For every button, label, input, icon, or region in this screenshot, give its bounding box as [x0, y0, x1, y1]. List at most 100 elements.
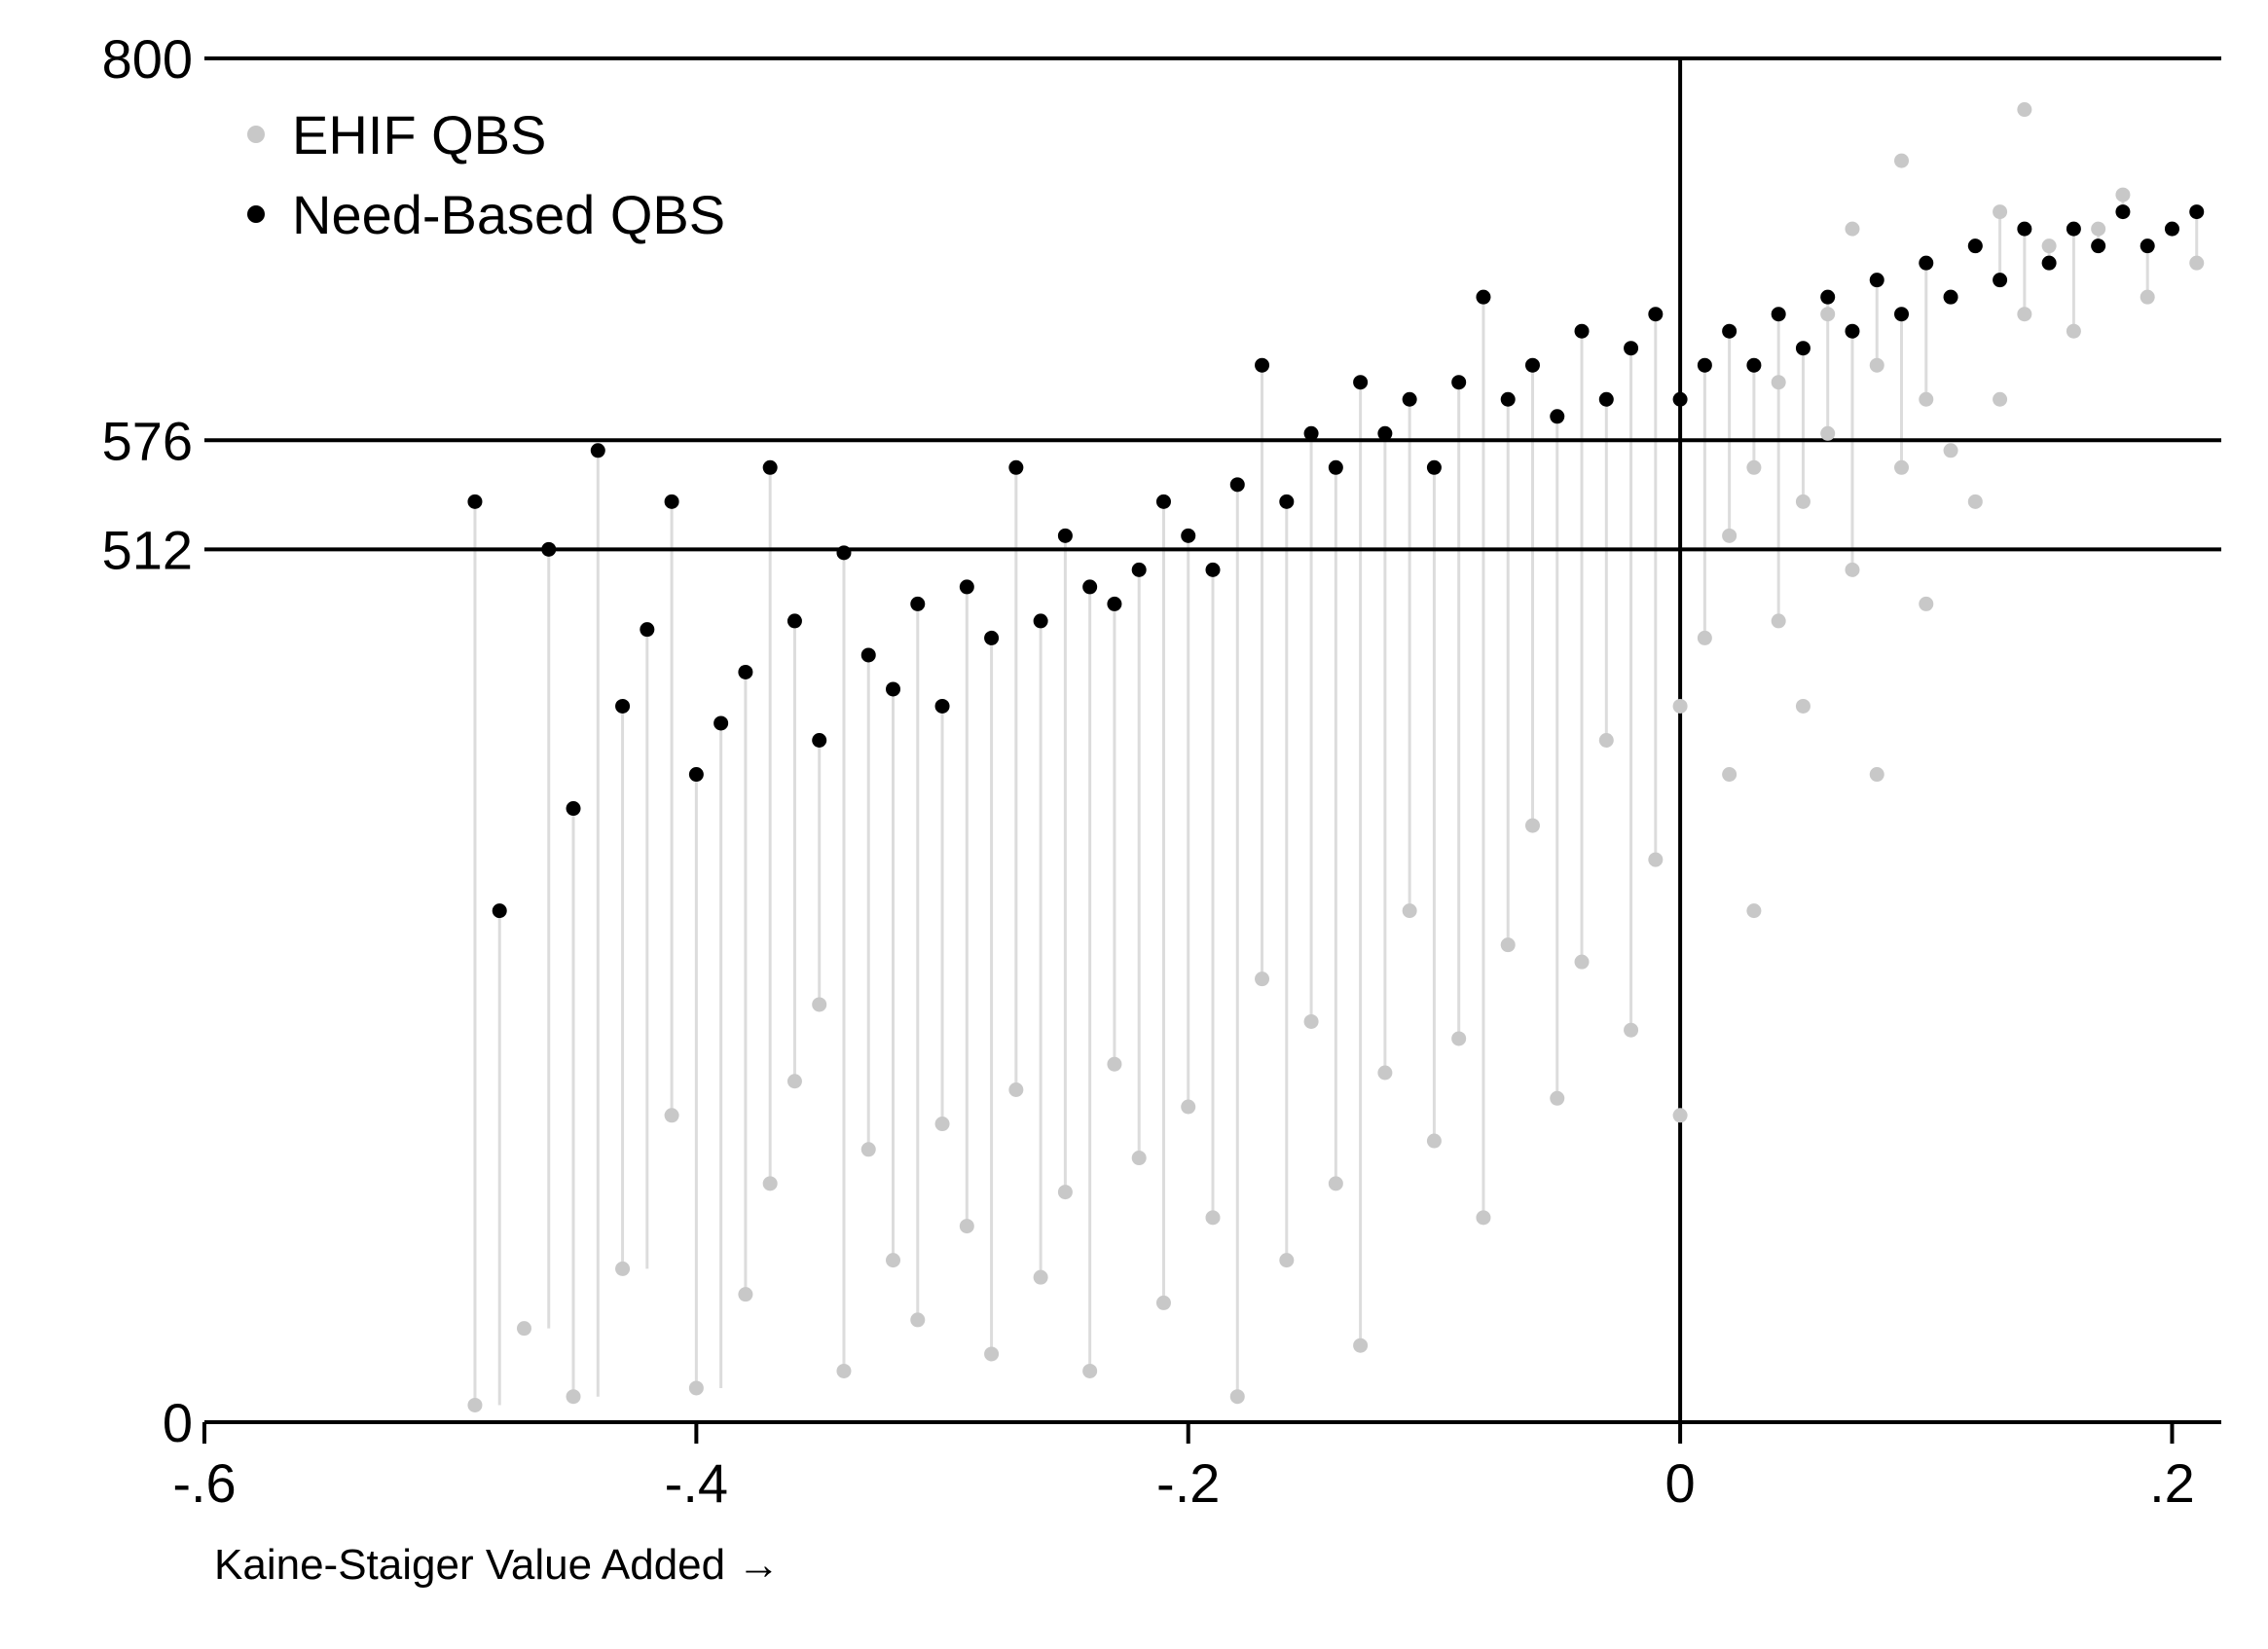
need-based-point — [1107, 596, 1122, 611]
need-based-point — [541, 541, 557, 557]
need-based-point — [959, 579, 974, 595]
need-based-point — [1795, 341, 1811, 356]
ehif-point — [1107, 1056, 1122, 1072]
need-based-point — [1771, 307, 1786, 322]
ehif-point — [2041, 238, 2057, 254]
need-based-point — [1500, 391, 1516, 407]
ehif-point — [2066, 323, 2081, 339]
ehif-point — [1919, 391, 1934, 407]
y-tick-label: 512 — [102, 519, 193, 580]
need-based-point — [688, 767, 704, 783]
ehif-point — [688, 1380, 704, 1396]
need-based-point — [615, 698, 631, 714]
need-based-point — [836, 545, 852, 561]
need-based-point — [1919, 255, 1934, 271]
ehif-point — [2140, 289, 2155, 305]
x-tick-label: -.2 — [1156, 1452, 1220, 1514]
ehif-point — [1820, 425, 1836, 441]
ehif-point — [1574, 954, 1590, 970]
ehif-point — [1328, 1176, 1343, 1191]
x-tick-label: .2 — [2149, 1452, 2195, 1514]
need-based-point — [1451, 375, 1467, 390]
need-based-point — [1303, 425, 1319, 441]
need-based-point — [1967, 238, 1983, 254]
ehif-point — [1131, 1151, 1147, 1166]
need-based-point — [1672, 391, 1688, 407]
ehif-point — [1722, 767, 1738, 783]
ehif-point — [836, 1363, 852, 1378]
ehif-point — [1869, 357, 1884, 373]
x-tick-label: 0 — [1665, 1452, 1696, 1514]
drop-lines — [473, 195, 2199, 1406]
need-based-point — [1722, 323, 1738, 339]
legend-label-ehif: EHIF QBS — [292, 104, 546, 165]
need-based-point — [1624, 341, 1639, 356]
need-based-point — [1205, 562, 1221, 577]
need-based-point — [1845, 323, 1860, 339]
ehif-point — [886, 1253, 901, 1268]
ehif-point — [1993, 204, 2008, 220]
need-based-point — [1943, 289, 1958, 305]
need-based-point — [2041, 255, 2057, 271]
ehif-point — [1057, 1185, 1073, 1200]
need-based-point — [1255, 357, 1270, 373]
legend-label-need-based: Need-Based QBS — [292, 184, 725, 245]
ehif-point — [910, 1312, 926, 1328]
ehif-point — [1993, 391, 2008, 407]
need-based-point — [566, 801, 581, 817]
need-based-point — [1574, 323, 1590, 339]
ehif-point — [1943, 443, 1958, 458]
ehif-point — [2189, 255, 2205, 271]
x-axis-title: Kaine-Staiger Value Added → — [214, 1541, 780, 1589]
need-based-point — [1057, 528, 1073, 543]
need-based-point — [934, 698, 950, 714]
ehif-point — [1229, 1389, 1245, 1405]
need-based-point — [467, 494, 483, 509]
legend-marker-need-based — [247, 205, 265, 223]
need-based-point — [1550, 409, 1565, 424]
need-based-point — [2017, 221, 2032, 237]
legend-marker-ehif — [247, 126, 265, 143]
need-based-point — [1229, 477, 1245, 493]
ehif-point — [1524, 818, 1540, 833]
need-based-point — [1426, 459, 1442, 475]
ehif-point — [1697, 630, 1712, 645]
need-based-point — [1476, 289, 1491, 305]
ehif-point — [1771, 375, 1786, 390]
ehif-point — [1672, 698, 1688, 714]
need-based-point — [1697, 357, 1712, 373]
ehif-point — [1303, 1013, 1319, 1029]
reference-lines — [204, 56, 2221, 1422]
ehif-point — [1255, 971, 1270, 987]
ehif-point — [2017, 307, 2032, 322]
ehif-point — [1598, 733, 1614, 748]
need-based-point — [762, 459, 778, 475]
ehif-point — [1279, 1253, 1295, 1268]
ehif-point — [1426, 1133, 1442, 1149]
need-based-point — [1279, 494, 1295, 509]
x-tick-label: -.6 — [172, 1452, 236, 1514]
ehif-point — [1451, 1031, 1467, 1046]
ehif-point — [934, 1117, 950, 1132]
ehif-point — [1894, 459, 1910, 475]
y-tick-label: 800 — [102, 28, 193, 90]
ehif-point — [1894, 153, 1910, 168]
ehif-point — [1845, 221, 1860, 237]
need-based-point — [492, 903, 507, 919]
need-based-point — [2164, 221, 2179, 237]
ehif-point — [1402, 903, 1417, 919]
need-based-point — [886, 681, 901, 697]
ehif-point — [860, 1142, 876, 1157]
ehif-point — [2115, 187, 2131, 202]
ehif-point — [1181, 1099, 1196, 1115]
need-based-series — [467, 204, 2205, 919]
need-based-point — [713, 715, 729, 731]
ehif-point — [786, 1074, 802, 1089]
need-based-point — [2140, 238, 2155, 254]
ehif-point — [664, 1108, 679, 1123]
ehif-point — [1500, 937, 1516, 953]
ehif-point — [984, 1346, 1000, 1362]
need-based-point — [640, 622, 655, 638]
need-based-point — [1894, 307, 1910, 322]
need-based-point — [1402, 391, 1417, 407]
